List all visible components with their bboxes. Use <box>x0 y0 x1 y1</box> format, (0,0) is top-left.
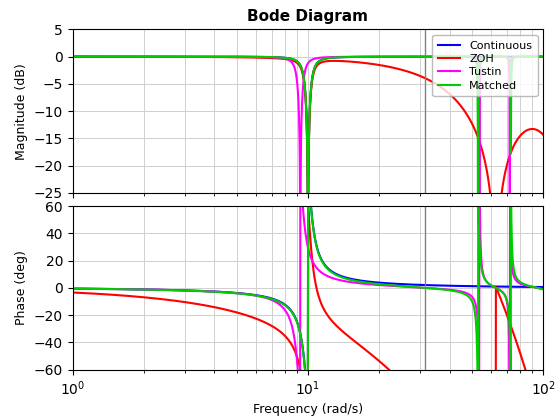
Matched <box>69 54 76 59</box>
Continuous <box>298 337 305 342</box>
Matched <box>94 286 100 291</box>
Matched <box>305 407 311 412</box>
Tustin <box>422 54 428 59</box>
Continuous <box>440 283 447 288</box>
Matched <box>286 306 292 311</box>
Continuous <box>69 54 76 59</box>
ZOH <box>69 54 76 59</box>
Tustin <box>476 163 483 168</box>
Continuous <box>540 54 547 59</box>
Tustin <box>540 286 547 291</box>
Tustin <box>94 286 100 291</box>
Tustin <box>298 116 305 121</box>
Y-axis label: Magnitude (dB): Magnitude (dB) <box>15 63 28 160</box>
Continuous <box>94 286 100 291</box>
Continuous <box>526 284 533 289</box>
Tustin <box>298 184 305 189</box>
Tustin <box>526 284 533 289</box>
Matched <box>440 54 446 59</box>
ZOH <box>526 127 533 132</box>
Matched <box>526 54 533 59</box>
Tustin <box>476 271 483 276</box>
Tustin <box>526 54 533 59</box>
Matched <box>540 54 547 59</box>
Matched <box>298 338 305 343</box>
Continuous <box>526 54 533 59</box>
Tustin <box>526 284 533 289</box>
Matched <box>526 284 533 289</box>
Continuous <box>286 56 292 61</box>
Continuous <box>286 306 292 311</box>
ZOH <box>94 54 100 59</box>
Continuous <box>298 66 305 71</box>
Matched <box>298 66 305 71</box>
Matched <box>286 56 292 61</box>
ZOH <box>540 132 547 137</box>
Tustin <box>69 286 76 291</box>
Continuous <box>526 284 533 289</box>
Tustin <box>286 58 292 63</box>
Line: Tustin: Tustin <box>73 57 543 273</box>
Y-axis label: Phase (deg): Phase (deg) <box>15 250 28 325</box>
Tustin <box>94 54 100 59</box>
Continuous <box>305 233 311 238</box>
Matched <box>540 287 547 292</box>
ZOH <box>298 374 305 379</box>
Continuous <box>69 286 76 291</box>
Continuous <box>305 165 311 170</box>
Line: ZOH: ZOH <box>73 57 543 404</box>
Tustin <box>506 407 513 412</box>
ZOH <box>492 402 499 407</box>
ZOH <box>94 291 100 296</box>
Line: Continuous: Continuous <box>73 57 543 235</box>
Line: Matched: Matched <box>73 57 543 284</box>
ZOH <box>305 204 311 209</box>
Matched <box>69 286 76 291</box>
Continuous <box>94 54 100 59</box>
ZOH <box>298 67 305 72</box>
ZOH <box>526 381 533 386</box>
Matched <box>440 287 447 292</box>
Continuous <box>440 54 447 59</box>
Matched <box>526 54 533 59</box>
Tustin <box>440 54 447 59</box>
Matched <box>305 165 311 170</box>
ZOH <box>286 57 292 62</box>
Line: Matched: Matched <box>73 168 543 410</box>
Tustin <box>286 315 292 320</box>
Tustin <box>440 286 446 291</box>
ZOH <box>440 86 446 91</box>
Matched <box>475 281 482 286</box>
ZOH <box>69 290 76 295</box>
Continuous <box>526 54 533 59</box>
Tustin <box>526 54 533 59</box>
Title: Bode Diagram: Bode Diagram <box>248 9 368 24</box>
Matched <box>94 54 100 59</box>
X-axis label: Frequency (rad/s): Frequency (rad/s) <box>253 404 363 417</box>
Legend: Continuous, ZOH, Tustin, Matched: Continuous, ZOH, Tustin, Matched <box>432 35 538 96</box>
Matched <box>526 284 533 289</box>
ZOH <box>526 382 533 387</box>
Line: ZOH: ZOH <box>73 206 543 420</box>
Tustin <box>69 54 76 59</box>
Continuous <box>305 406 311 411</box>
Line: Tustin: Tustin <box>73 166 543 410</box>
Continuous <box>540 284 547 289</box>
ZOH <box>286 338 292 343</box>
Matched <box>492 54 499 59</box>
Line: Continuous: Continuous <box>73 167 543 409</box>
Tustin <box>540 54 547 59</box>
ZOH <box>526 127 533 132</box>
